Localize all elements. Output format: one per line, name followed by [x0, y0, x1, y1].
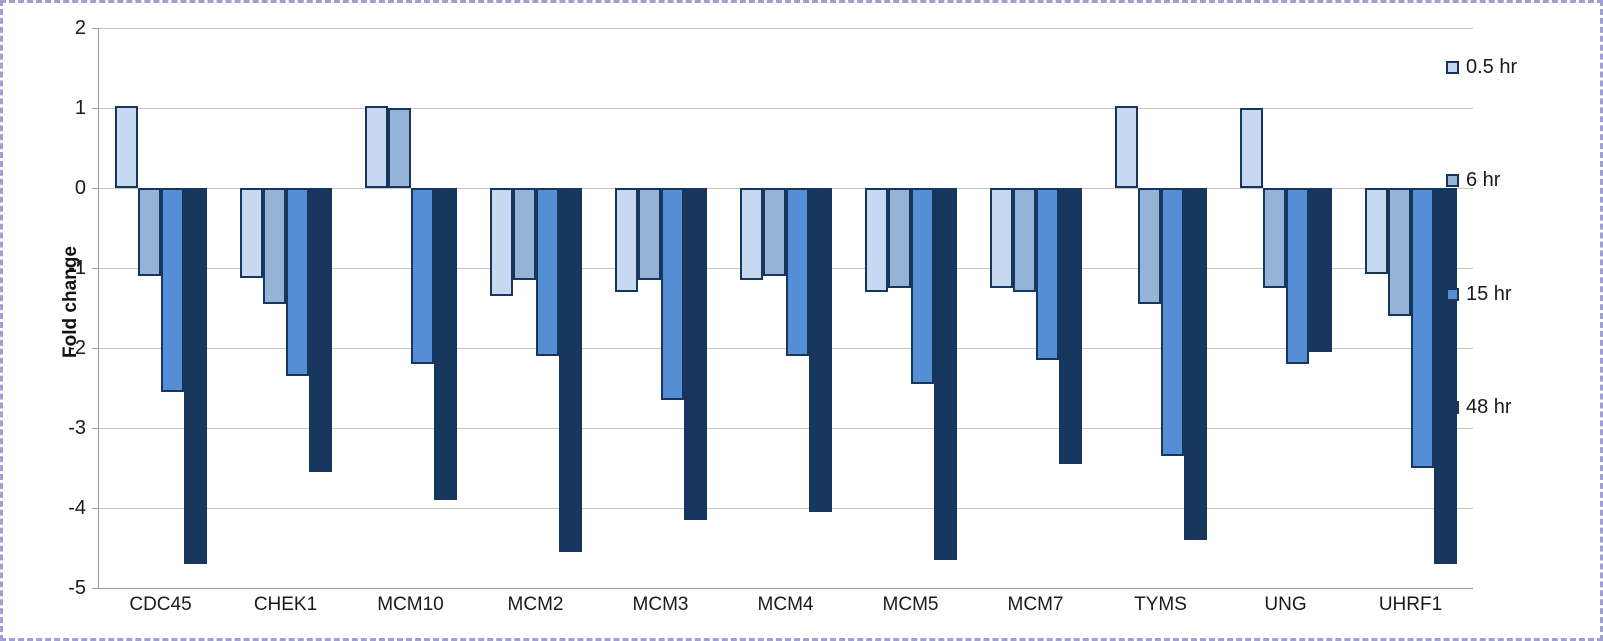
x-category-label: TYMS [1134, 594, 1187, 615]
legend-label: 6 hr [1466, 169, 1501, 191]
bar-MCM5-48hr [933, 188, 957, 560]
gridline [98, 108, 1473, 109]
legend-swatch [1446, 174, 1459, 187]
legend-item: 6 hr [1446, 169, 1501, 192]
bar-MCM2-0.5hr [489, 188, 513, 296]
y-tick-label: -3 [68, 417, 86, 439]
y-axis-tick [92, 588, 98, 589]
bar-MCM7-6hr [1012, 188, 1036, 292]
bar-MCM2-15hr [535, 188, 559, 356]
bar-CHEK1-48hr [308, 188, 332, 472]
bar-CDC45-0.5hr [114, 106, 138, 188]
bar-MCM7-0.5hr [989, 188, 1013, 288]
x-axis-line [98, 588, 1473, 589]
bar-MCM10-6hr [387, 108, 411, 188]
x-category-label: MCM5 [882, 594, 939, 615]
bar-MCM5-6hr [887, 188, 911, 288]
y-tick-label: 1 [74, 97, 86, 119]
legend-item: 48 hr [1446, 396, 1512, 419]
bar-TYMS-48hr [1183, 188, 1207, 540]
bar-MCM3-15hr [660, 188, 684, 400]
legend-swatch [1446, 60, 1459, 74]
x-category-label: MCM7 [1007, 594, 1064, 615]
legend-label: 48 hr [1466, 396, 1512, 418]
legend-item: 0.5 hr [1446, 56, 1517, 78]
bar-MCM4-6hr [762, 188, 786, 276]
bar-CHEK1-15hr [285, 188, 309, 376]
bar-TYMS-15hr [1160, 188, 1184, 456]
y-axis-tick [92, 188, 98, 189]
legend-swatch [1446, 287, 1459, 301]
bar-CDC45-6hr [137, 188, 161, 276]
legend-label: 15 hr [1466, 282, 1512, 305]
bar-MCM10-0.5hr [364, 105, 388, 188]
bar-UNG-6hr [1262, 188, 1286, 288]
legend-label: 0.5 hr [1466, 55, 1518, 78]
y-axis-tick [92, 348, 98, 349]
y-axis-tick [92, 28, 98, 29]
bar-CHEK1-0.5hr [239, 188, 263, 278]
y-tick-label: 0 [74, 177, 86, 199]
bar-UNG-15hr [1285, 188, 1309, 364]
bar-MCM4-15hr [785, 188, 809, 356]
y-axis-tick [92, 268, 98, 269]
gridline [98, 508, 1473, 509]
bar-CDC45-48hr [183, 188, 207, 564]
y-tick-label: -4 [68, 497, 86, 519]
x-category-label: CHEK1 [253, 594, 318, 615]
x-category-label: CDC45 [129, 594, 192, 615]
y-tick-label: 2 [74, 17, 86, 39]
x-category-label: MCM2 [507, 594, 564, 615]
bar-MCM7-48hr [1058, 188, 1082, 464]
bar-UNG-48hr [1308, 188, 1332, 352]
bar-CHEK1-6hr [262, 188, 286, 304]
bar-MCM3-48hr [683, 188, 707, 520]
bar-MCM2-6hr [512, 188, 536, 280]
bar-UHRF1-0.5hr [1364, 188, 1388, 275]
y-axis-line [98, 28, 99, 588]
bar-UHRF1-48hr [1433, 188, 1457, 564]
legend-swatch [1446, 401, 1459, 414]
legend-item: 15 hr [1446, 283, 1512, 305]
x-category-label: MCM4 [757, 594, 814, 615]
bar-MCM2-48hr [558, 188, 582, 552]
x-category-label: UHRF1 [1378, 594, 1443, 615]
bar-MCM7-15hr [1035, 188, 1059, 360]
y-axis-tick [92, 508, 98, 509]
bar-UHRF1-15hr [1410, 188, 1434, 468]
bar-UNG-0.5hr [1239, 108, 1263, 188]
bar-MCM3-6hr [637, 188, 661, 280]
x-category-label: MCM3 [632, 594, 689, 615]
gridline [98, 28, 1473, 29]
bar-MCM4-0.5hr [739, 188, 763, 280]
x-category-label: MCM10 [377, 594, 444, 615]
bar-MCM5-15hr [910, 188, 934, 384]
bar-CDC45-15hr [160, 188, 184, 392]
bar-TYMS-6hr [1137, 188, 1161, 304]
y-axis-tick [92, 108, 98, 109]
bar-MCM10-48hr [433, 188, 457, 500]
bar-MCM3-0.5hr [614, 188, 638, 292]
bar-MCM10-15hr [410, 188, 434, 364]
bar-TYMS-0.5hr [1114, 105, 1138, 188]
gridline [98, 428, 1473, 429]
y-axis-tick [92, 428, 98, 429]
bar-UHRF1-6hr [1387, 188, 1411, 316]
y-tick-label: -2 [68, 337, 86, 359]
y-tick-label: -5 [68, 577, 86, 599]
x-category-label: UNG [1264, 594, 1307, 615]
bar-MCM4-48hr [808, 188, 832, 512]
y-tick-label: -1 [68, 257, 86, 279]
bar-MCM5-0.5hr [864, 188, 888, 292]
